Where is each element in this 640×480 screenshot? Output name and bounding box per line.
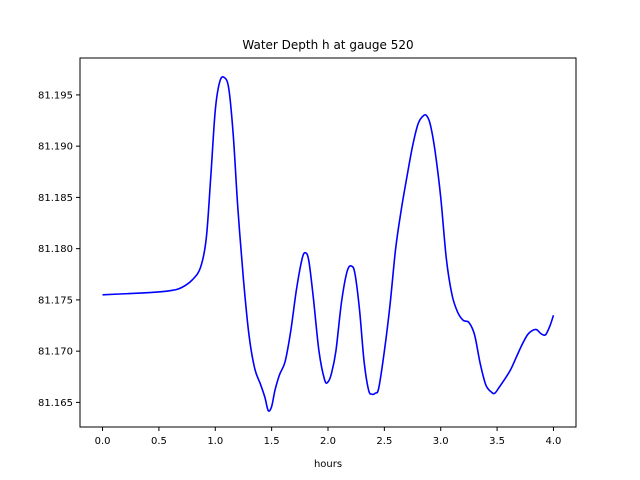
series-line-0 (102, 76, 555, 412)
x-tick-label: 4.0 (546, 436, 562, 447)
y-tick-label: 81.195 (38, 90, 73, 101)
x-tick-label: 0.0 (95, 436, 111, 447)
y-tick-label: 81.175 (38, 295, 73, 306)
y-tick-label: 81.190 (38, 142, 73, 153)
plot-area: 0.0 0.5 1.0 1.5 2.0 2.5 3.0 3.5 4.0 81.165 81.170 8… (38, 76, 562, 447)
plot-frame (79, 57, 577, 428)
y-tick-label: 81.185 (38, 193, 73, 204)
y-tick-label: 81.180 (38, 244, 73, 255)
x-axis-label: hours (314, 459, 342, 470)
x-tick-label: 2.0 (320, 436, 336, 447)
x-tick-label: 3.5 (489, 436, 505, 447)
x-tick-label: 1.0 (207, 436, 223, 447)
x-tick-label: 2.5 (376, 436, 392, 447)
chart-title: Water Depth h at gauge 520 (242, 38, 413, 52)
x-tick-label: 0.5 (151, 436, 167, 447)
y-tick-label: 81.170 (38, 347, 73, 358)
y-tick-label: 81.165 (38, 398, 73, 409)
x-tick-label: 1.5 (264, 436, 280, 447)
x-tick-label: 3.0 (433, 436, 449, 447)
